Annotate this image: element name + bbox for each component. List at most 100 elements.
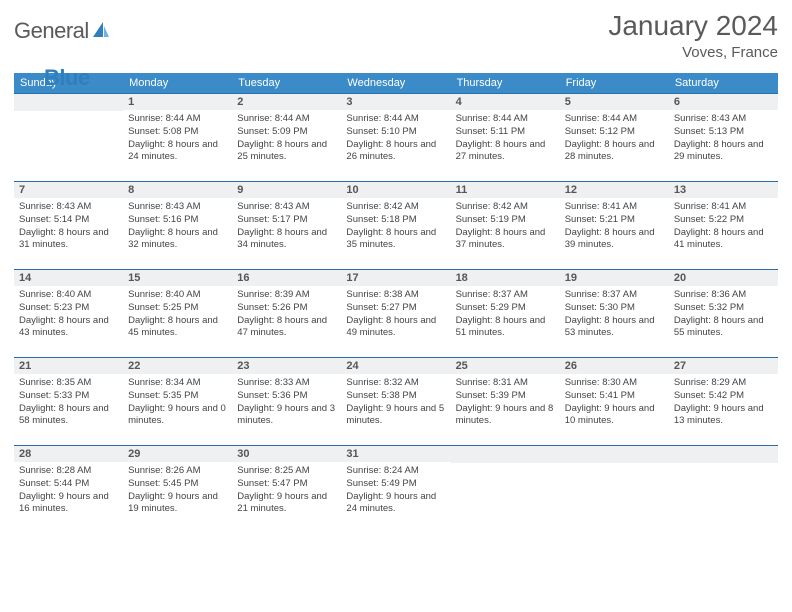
day-body: [451, 463, 560, 472]
day-number: 23: [232, 357, 341, 374]
day-number: 30: [232, 445, 341, 462]
daylight-text: Daylight: 8 hours and 55 minutes.: [674, 315, 773, 341]
calendar-day-cell: 27Sunrise: 8:29 AMSunset: 5:42 PMDayligh…: [669, 357, 778, 445]
daylight-text: Daylight: 8 hours and 25 minutes.: [237, 139, 336, 165]
day-number: 6: [669, 93, 778, 110]
calendar-day-cell: 2Sunrise: 8:44 AMSunset: 5:09 PMDaylight…: [232, 93, 341, 181]
logo-text-part1: General: [14, 18, 89, 44]
day-body: Sunrise: 8:44 AMSunset: 5:08 PMDaylight:…: [123, 110, 232, 170]
calendar-day-cell: 12Sunrise: 8:41 AMSunset: 5:21 PMDayligh…: [560, 181, 669, 269]
daylight-text: Daylight: 8 hours and 35 minutes.: [346, 227, 445, 253]
day-number: [14, 93, 123, 111]
sunset-text: Sunset: 5:29 PM: [456, 302, 555, 315]
day-body: Sunrise: 8:44 AMSunset: 5:10 PMDaylight:…: [341, 110, 450, 170]
sunrise-text: Sunrise: 8:38 AM: [346, 289, 445, 302]
daylight-text: Daylight: 8 hours and 27 minutes.: [456, 139, 555, 165]
weekday-header: Saturday: [669, 73, 778, 93]
sunrise-text: Sunrise: 8:44 AM: [565, 113, 664, 126]
sunset-text: Sunset: 5:39 PM: [456, 390, 555, 403]
calendar-day-cell: 8Sunrise: 8:43 AMSunset: 5:16 PMDaylight…: [123, 181, 232, 269]
sunset-text: Sunset: 5:45 PM: [128, 478, 227, 491]
daylight-text: Daylight: 9 hours and 8 minutes.: [456, 403, 555, 429]
sunset-text: Sunset: 5:12 PM: [565, 126, 664, 139]
sunset-text: Sunset: 5:19 PM: [456, 214, 555, 227]
calendar-day-cell: 15Sunrise: 8:40 AMSunset: 5:25 PMDayligh…: [123, 269, 232, 357]
day-number: 2: [232, 93, 341, 110]
day-body: Sunrise: 8:26 AMSunset: 5:45 PMDaylight:…: [123, 462, 232, 522]
sunset-text: Sunset: 5:36 PM: [237, 390, 336, 403]
sunset-text: Sunset: 5:26 PM: [237, 302, 336, 315]
sunrise-text: Sunrise: 8:30 AM: [565, 377, 664, 390]
day-body: Sunrise: 8:43 AMSunset: 5:13 PMDaylight:…: [669, 110, 778, 170]
daylight-text: Daylight: 8 hours and 41 minutes.: [674, 227, 773, 253]
daylight-text: Daylight: 9 hours and 5 minutes.: [346, 403, 445, 429]
daylight-text: Daylight: 8 hours and 45 minutes.: [128, 315, 227, 341]
sunrise-text: Sunrise: 8:25 AM: [237, 465, 336, 478]
day-number: 31: [341, 445, 450, 462]
sunrise-text: Sunrise: 8:44 AM: [128, 113, 227, 126]
day-body: Sunrise: 8:32 AMSunset: 5:38 PMDaylight:…: [341, 374, 450, 434]
day-number: 20: [669, 269, 778, 286]
daylight-text: Daylight: 9 hours and 0 minutes.: [128, 403, 227, 429]
sunrise-text: Sunrise: 8:42 AM: [456, 201, 555, 214]
day-number: 29: [123, 445, 232, 462]
day-number: 8: [123, 181, 232, 198]
sunset-text: Sunset: 5:41 PM: [565, 390, 664, 403]
calendar-day-cell: 6Sunrise: 8:43 AMSunset: 5:13 PMDaylight…: [669, 93, 778, 181]
calendar-week-row: 21Sunrise: 8:35 AMSunset: 5:33 PMDayligh…: [14, 357, 778, 445]
daylight-text: Daylight: 8 hours and 51 minutes.: [456, 315, 555, 341]
sunrise-text: Sunrise: 8:43 AM: [19, 201, 118, 214]
daylight-text: Daylight: 9 hours and 10 minutes.: [565, 403, 664, 429]
day-body: Sunrise: 8:43 AMSunset: 5:17 PMDaylight:…: [232, 198, 341, 258]
day-body: Sunrise: 8:37 AMSunset: 5:30 PMDaylight:…: [560, 286, 669, 346]
weekday-header: Tuesday: [232, 73, 341, 93]
day-number: [669, 445, 778, 463]
calendar-week-row: 14Sunrise: 8:40 AMSunset: 5:23 PMDayligh…: [14, 269, 778, 357]
calendar-week-row: 1Sunrise: 8:44 AMSunset: 5:08 PMDaylight…: [14, 93, 778, 181]
day-body: Sunrise: 8:42 AMSunset: 5:18 PMDaylight:…: [341, 198, 450, 258]
day-body: Sunrise: 8:43 AMSunset: 5:14 PMDaylight:…: [14, 198, 123, 258]
calendar-day-cell: 16Sunrise: 8:39 AMSunset: 5:26 PMDayligh…: [232, 269, 341, 357]
location: Voves, France: [608, 44, 778, 61]
daylight-text: Daylight: 8 hours and 29 minutes.: [674, 139, 773, 165]
sunrise-text: Sunrise: 8:34 AM: [128, 377, 227, 390]
calendar-day-cell: [14, 93, 123, 181]
sunrise-text: Sunrise: 8:37 AM: [565, 289, 664, 302]
sunset-text: Sunset: 5:14 PM: [19, 214, 118, 227]
daylight-text: Daylight: 8 hours and 49 minutes.: [346, 315, 445, 341]
logo: General: [14, 10, 113, 44]
day-number: [451, 445, 560, 463]
sunrise-text: Sunrise: 8:43 AM: [237, 201, 336, 214]
day-body: Sunrise: 8:41 AMSunset: 5:22 PMDaylight:…: [669, 198, 778, 258]
day-number: 4: [451, 93, 560, 110]
day-number: 15: [123, 269, 232, 286]
calendar-table: Sunday Monday Tuesday Wednesday Thursday…: [14, 73, 778, 533]
daylight-text: Daylight: 8 hours and 31 minutes.: [19, 227, 118, 253]
sunset-text: Sunset: 5:35 PM: [128, 390, 227, 403]
sunrise-text: Sunrise: 8:37 AM: [456, 289, 555, 302]
day-body: Sunrise: 8:40 AMSunset: 5:25 PMDaylight:…: [123, 286, 232, 346]
header: General January 2024 Voves, France: [14, 10, 778, 61]
sunrise-text: Sunrise: 8:43 AM: [128, 201, 227, 214]
sunset-text: Sunset: 5:10 PM: [346, 126, 445, 139]
day-body: Sunrise: 8:28 AMSunset: 5:44 PMDaylight:…: [14, 462, 123, 522]
daylight-text: Daylight: 9 hours and 13 minutes.: [674, 403, 773, 429]
sunset-text: Sunset: 5:27 PM: [346, 302, 445, 315]
sunrise-text: Sunrise: 8:24 AM: [346, 465, 445, 478]
daylight-text: Daylight: 8 hours and 39 minutes.: [565, 227, 664, 253]
calendar-day-cell: 22 Sunrise: 8:34 AMSunset: 5:35 PMDayligh…: [123, 357, 232, 445]
calendar-day-cell: 18Sunrise: 8:37 AMSunset: 5:29 PMDayligh…: [451, 269, 560, 357]
daylight-text: Daylight: 8 hours and 24 minutes.: [128, 139, 227, 165]
daylight-text: Daylight: 8 hours and 43 minutes.: [19, 315, 118, 341]
sunrise-text: Sunrise: 8:39 AM: [237, 289, 336, 302]
day-number: 22: [123, 357, 232, 374]
weekday-header: Monday: [123, 73, 232, 93]
sunset-text: Sunset: 5:11 PM: [456, 126, 555, 139]
day-body: Sunrise: 8:40 AMSunset: 5:23 PMDaylight:…: [14, 286, 123, 346]
sunrise-text: Sunrise: 8:28 AM: [19, 465, 118, 478]
sunset-text: Sunset: 5:22 PM: [674, 214, 773, 227]
daylight-text: Daylight: 8 hours and 32 minutes.: [128, 227, 227, 253]
sunset-text: Sunset: 5:42 PM: [674, 390, 773, 403]
day-body: Sunrise: 8:43 AMSunset: 5:16 PMDaylight:…: [123, 198, 232, 258]
calendar-day-cell: 21Sunrise: 8:35 AMSunset: 5:33 PMDayligh…: [14, 357, 123, 445]
